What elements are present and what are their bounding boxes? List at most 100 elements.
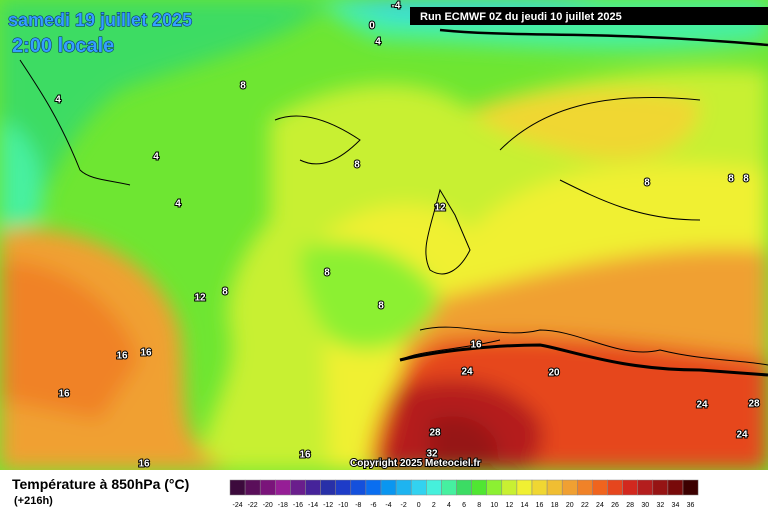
scale-cell bbox=[637, 479, 654, 496]
scale-cell bbox=[320, 479, 336, 496]
scale-cell bbox=[259, 479, 276, 496]
scale-cell bbox=[592, 479, 608, 496]
scale-cell bbox=[456, 479, 472, 496]
scale-cell bbox=[607, 479, 623, 496]
scale-cell bbox=[305, 479, 321, 496]
frontier-line bbox=[399, 343, 768, 377]
coastlines bbox=[19, 59, 768, 366]
scale-tick-label: -10 bbox=[338, 502, 348, 509]
scale-cell bbox=[244, 479, 261, 496]
scale-cell bbox=[682, 479, 699, 496]
contour-label: 4 bbox=[55, 95, 61, 106]
scale-tick-label: 18 bbox=[551, 502, 559, 509]
scale-cell bbox=[667, 479, 684, 496]
scale-tick-label: -24 bbox=[232, 502, 242, 509]
scale-cell bbox=[622, 479, 638, 496]
valid-date: samedi 19 juillet 2025 bbox=[8, 10, 192, 30]
scale-cell bbox=[471, 479, 487, 496]
scale-tick-label: -4 bbox=[385, 502, 391, 509]
scale-tick-label: -20 bbox=[263, 502, 273, 509]
scale-tick-label: 6 bbox=[462, 502, 466, 509]
scale-cell bbox=[275, 479, 291, 496]
contour-label: 8 bbox=[743, 174, 749, 185]
scale-tick-label: -22 bbox=[248, 502, 258, 509]
scale-cell bbox=[380, 479, 397, 496]
scale-cell bbox=[652, 479, 669, 496]
scale-tick-label: 32 bbox=[656, 502, 664, 509]
scale-tick-label: -12 bbox=[323, 502, 333, 509]
scale-tick-label: 14 bbox=[521, 502, 529, 509]
color-scale: -24 -22 -20 -18 -16 -14 -12 -10 -8 -6 -4 -2 0 2 4 6 8 10 1… bbox=[229, 479, 699, 509]
scale-tick-label: 2 bbox=[432, 502, 436, 509]
contour-label: 4 bbox=[153, 152, 159, 163]
scale-tick-label: 30 bbox=[641, 502, 649, 509]
contour-label: 24 bbox=[736, 430, 748, 441]
scale-tick-label: 24 bbox=[596, 502, 604, 509]
contour-label: 16 bbox=[116, 351, 128, 362]
contour-label: 32 bbox=[426, 449, 438, 460]
scale-tick-label: -16 bbox=[293, 502, 303, 509]
contour-label: 16 bbox=[140, 348, 152, 359]
scale-cell bbox=[410, 479, 427, 496]
run-text: Run ECMWF 0Z du jeudi 10 juillet 2025 bbox=[420, 11, 622, 23]
scale-tick-label: 20 bbox=[566, 502, 574, 509]
contour-label: -4 bbox=[392, 1, 401, 12]
scale-cell bbox=[426, 479, 442, 496]
scale-tick-label: 12 bbox=[505, 502, 513, 509]
scale-tick-label: -14 bbox=[308, 502, 318, 509]
contour-label: 8 bbox=[644, 178, 650, 189]
scale-tick-label: 34 bbox=[672, 502, 680, 509]
scale-cell bbox=[501, 479, 518, 496]
scale-tick-label: 0 bbox=[417, 502, 421, 509]
scale-cell bbox=[561, 479, 578, 496]
contour-label: 8 bbox=[728, 174, 734, 185]
contour-label: 16 bbox=[138, 459, 150, 470]
scale-cell bbox=[486, 479, 503, 496]
contour-label: 8 bbox=[240, 81, 246, 92]
contour-label: 4 bbox=[175, 199, 181, 210]
lead-time: (+216h) bbox=[14, 495, 53, 507]
run-box bbox=[410, 7, 768, 25]
scale-tick-label: -2 bbox=[401, 502, 407, 509]
contour-label: 16 bbox=[299, 450, 311, 461]
copyright: Copyright 2025 Meteociel.fr bbox=[350, 458, 481, 469]
contour-label: 4 bbox=[375, 37, 381, 48]
scale-cell bbox=[441, 479, 457, 496]
scale-tick-label: 28 bbox=[626, 502, 634, 509]
contour-label: 12 bbox=[434, 203, 446, 214]
contour-label: 8 bbox=[324, 268, 330, 279]
local-time: 2:00 locale bbox=[12, 35, 114, 57]
contour-label: 8 bbox=[222, 287, 228, 298]
contour-label: 24 bbox=[461, 367, 473, 378]
temperature-field bbox=[0, 0, 768, 470]
scale-tick-label: 26 bbox=[611, 502, 619, 509]
contour-label: 0 bbox=[369, 21, 375, 32]
scale-tick-label: 16 bbox=[536, 502, 544, 509]
contour-label: 16 bbox=[58, 389, 70, 400]
scale-cell bbox=[395, 479, 412, 496]
legend-title: Température à 850hPa (°C) bbox=[12, 476, 189, 492]
scale-cell bbox=[531, 479, 548, 496]
scale-tick-label: 8 bbox=[477, 502, 481, 509]
contour-label: 12 bbox=[194, 293, 206, 304]
scale-cell bbox=[229, 479, 246, 496]
scale-tick-label: 36 bbox=[687, 502, 695, 509]
contour-label: 8 bbox=[354, 160, 360, 171]
scale-tick-label: -6 bbox=[370, 502, 376, 509]
scale-tick-label: 4 bbox=[447, 502, 451, 509]
contour-label: 16 bbox=[470, 340, 482, 351]
contour-label: 20 bbox=[548, 368, 560, 379]
contour-label: 8 bbox=[378, 301, 384, 312]
contour-label: 28 bbox=[748, 399, 760, 410]
scale-tick-label: -8 bbox=[355, 502, 361, 509]
scale-cell bbox=[335, 479, 352, 496]
scale-cell bbox=[546, 479, 563, 496]
scale-cell bbox=[350, 479, 367, 496]
contour-label: 24 bbox=[696, 400, 708, 411]
scale-tick-label: 10 bbox=[490, 502, 498, 509]
contour-line bbox=[439, 28, 768, 47]
scale-tick-label: 22 bbox=[581, 502, 589, 509]
scale-cell bbox=[516, 479, 533, 496]
